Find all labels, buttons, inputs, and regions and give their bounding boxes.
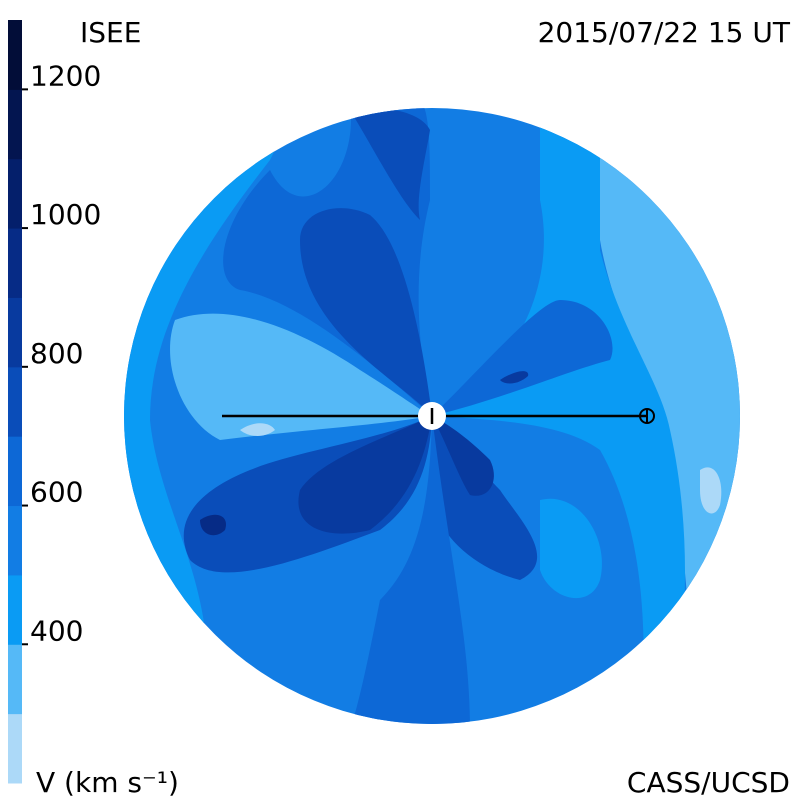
colorbar-tick-label: 1000: [30, 198, 101, 231]
title-right: 2015/07/22 15 UT: [538, 16, 791, 49]
colorbar: 400 600 800 1000 1200: [8, 20, 101, 784]
colorbar-band: [8, 228, 22, 298]
colorbar-band: [8, 436, 22, 507]
colorbar-tick-label: 800: [30, 337, 83, 370]
colorbar-band: [8, 574, 22, 645]
colorbar-tick-label: 1200: [30, 59, 101, 92]
colorbar-band: [8, 505, 22, 576]
colorbar-tick-label: 400: [30, 614, 83, 647]
colorbar-band: [8, 89, 22, 160]
credit: CASS/UCSD: [627, 766, 790, 799]
colorbar-band: [8, 297, 22, 368]
colorbar-band: [8, 644, 22, 715]
colorbar-tick-label: 600: [30, 476, 83, 509]
colorbar-band: [8, 366, 22, 437]
title-left: ISEE: [80, 16, 141, 49]
colorbar-label: V (km s⁻¹): [36, 766, 179, 799]
colorbar-band: [8, 20, 22, 90]
colorbar-band: [8, 158, 22, 229]
colorbar-band: [8, 713, 22, 784]
